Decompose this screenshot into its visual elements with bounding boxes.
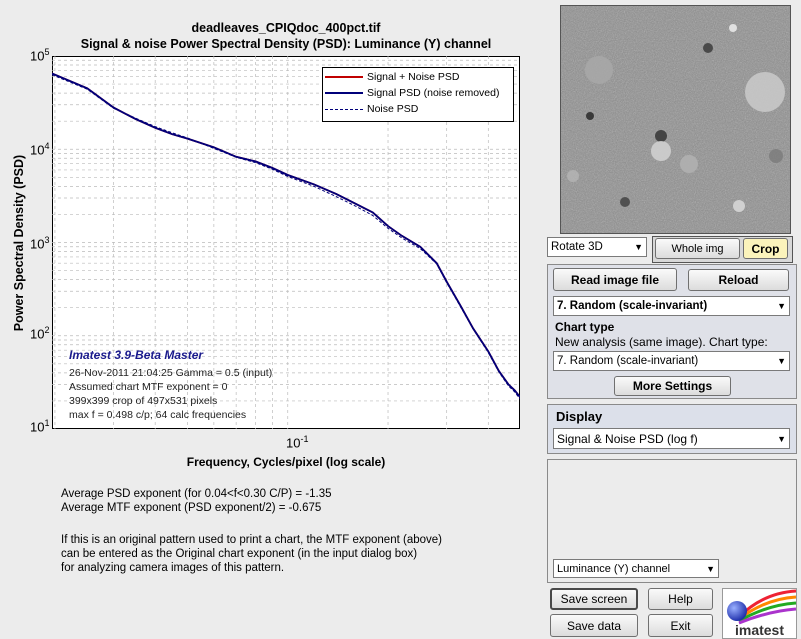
note-line: for analyzing camera images of this patt… xyxy=(61,562,285,574)
rotate-select-value: Rotate 3D xyxy=(551,241,603,253)
chevron-down-icon: ▼ xyxy=(706,563,715,574)
legend-label: Signal PSD (noise removed) xyxy=(367,87,500,99)
y-axis-label: Power Spectral Density (PSD) xyxy=(12,154,26,332)
psd-exponent-text: Average PSD exponent (for 0.04<f<0.30 C/… xyxy=(61,488,332,500)
chart-type-heading: Chart type xyxy=(555,320,615,334)
chart-select-value: 7. Random (scale-invariant) xyxy=(557,300,708,312)
channel-select[interactable]: Luminance (Y) channel ▼ xyxy=(553,559,719,578)
chart-subtitle: Signal & noise Power Spectral Density (P… xyxy=(80,37,492,51)
image-thumbnail[interactable] xyxy=(560,5,791,234)
y-tick-label: 105 xyxy=(30,47,50,64)
y-tick-label: 101 xyxy=(30,418,50,435)
chevron-down-icon: ▼ xyxy=(634,242,643,252)
x-tick-label: 10-1 xyxy=(286,434,309,451)
imatest-version: Imatest 3.9-Beta Master xyxy=(69,348,204,362)
legend-label: Signal + Noise PSD xyxy=(367,71,460,83)
save-screen-button[interactable]: Save screen xyxy=(550,588,638,610)
legend-item: Signal + Noise PSD xyxy=(325,70,460,84)
x-axis-label: Frequency, Cycles/pixel (log scale) xyxy=(186,455,386,469)
display-select-value: Signal & Noise PSD (log f) xyxy=(557,431,698,446)
legend-label: Noise PSD xyxy=(367,103,419,115)
note-line: can be entered as the Original chart exp… xyxy=(61,548,418,560)
display-heading: Display xyxy=(556,409,603,424)
display-select[interactable]: Signal & Noise PSD (log f) ▼ xyxy=(553,428,790,449)
noise-psd-line xyxy=(52,74,520,400)
chart-legend: Signal + Noise PSD Signal PSD (noise rem… xyxy=(322,67,514,122)
chart-type-select[interactable]: 7. Random (scale-invariant) ▼ xyxy=(553,351,790,371)
legend-swatch xyxy=(325,92,363,94)
info-line: 26-Nov-2011 21:04:25 Gamma = 0.5 (input) xyxy=(69,367,273,379)
legend-swatch xyxy=(325,76,363,78)
info-line: max f = 0.498 c/p; 64 calc frequencies xyxy=(69,409,247,421)
chart-type-select-value: 7. Random (scale-invariant) xyxy=(557,355,699,367)
note-line: If this is an original pattern used to p… xyxy=(61,534,442,546)
chevron-down-icon: ▼ xyxy=(777,301,786,311)
save-data-button[interactable]: Save data xyxy=(550,614,638,637)
legend-item: Noise PSD xyxy=(325,102,418,116)
legend-item: Signal PSD (noise removed) xyxy=(325,86,499,100)
chart-title: deadleaves_CPIQdoc_400pct.tif xyxy=(191,21,381,35)
chart-select[interactable]: 7. Random (scale-invariant) ▼ xyxy=(553,296,790,316)
chevron-down-icon: ▼ xyxy=(777,433,786,444)
info-line: Assumed chart MTF exponent = 0 xyxy=(69,381,228,393)
y-tick-label: 102 xyxy=(30,325,50,342)
signal-psd-line xyxy=(52,72,520,398)
chevron-down-icon: ▼ xyxy=(777,356,786,366)
read-image-button[interactable]: Read image file xyxy=(553,268,677,291)
mtf-exponent-text: Average MTF exponent (PSD exponent/2) = … xyxy=(61,502,322,514)
reload-button[interactable]: Reload xyxy=(688,269,789,291)
legend-swatch xyxy=(325,108,363,110)
channel-select-value: Luminance (Y) channel xyxy=(557,562,671,575)
y-tick-label: 104 xyxy=(30,141,50,158)
rotate-select[interactable]: Rotate 3D ▼ xyxy=(547,237,647,257)
more-settings-button[interactable]: More Settings xyxy=(614,376,731,396)
exit-button[interactable]: Exit xyxy=(648,614,713,637)
logo-graphic xyxy=(727,589,796,625)
dead-leaves-image xyxy=(561,6,790,233)
new-analysis-label: New analysis (same image). Chart type: xyxy=(555,335,768,349)
crop-button[interactable]: Crop xyxy=(743,238,788,259)
help-button[interactable]: Help xyxy=(648,588,713,610)
info-line: 399x399 crop of 497x531 pixels xyxy=(69,395,218,407)
logo-text: imatest xyxy=(734,622,785,638)
imatest-logo: imatest xyxy=(722,588,797,639)
y-tick-label: 103 xyxy=(30,235,50,252)
whole-img-button[interactable]: Whole img xyxy=(655,238,740,259)
